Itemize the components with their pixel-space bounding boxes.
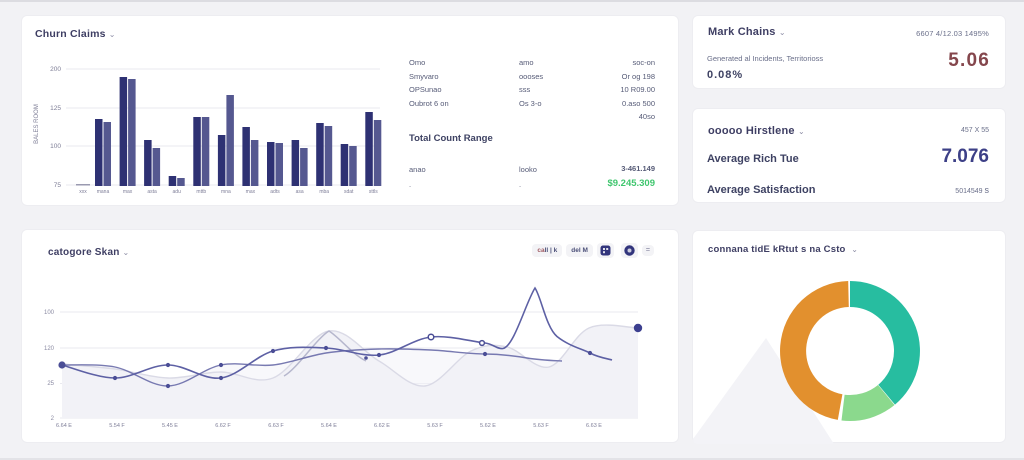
svg-text:mna: mna <box>221 189 231 195</box>
svg-text:sttls: sttls <box>369 189 378 195</box>
svg-text:100: 100 <box>44 310 55 316</box>
svg-text:5.45 E: 5.45 E <box>162 423 178 429</box>
svg-text:sdat: sdat <box>344 189 354 195</box>
svg-text:200: 200 <box>50 66 61 73</box>
svg-text:5.63 F: 5.63 F <box>533 423 549 429</box>
svg-text:2: 2 <box>51 416 55 422</box>
svg-text:125: 125 <box>50 105 61 112</box>
svg-text:6.62 F: 6.62 F <box>215 423 231 429</box>
svg-text:adts: adts <box>270 189 280 195</box>
svg-text:100: 100 <box>50 143 61 150</box>
svg-text:5.62 E: 5.62 E <box>480 423 496 429</box>
svg-text:max: max <box>123 189 133 195</box>
svg-text:xxx: xxx <box>79 189 87 195</box>
svg-text:mana: mana <box>97 189 110 195</box>
svg-text:6.62 E: 6.62 E <box>374 423 390 429</box>
svg-text:6.64 E: 6.64 E <box>56 423 72 429</box>
svg-text:max: max <box>246 189 256 195</box>
svg-text:asta: asta <box>147 189 157 195</box>
svg-text:mttb: mttb <box>196 189 206 195</box>
svg-text:6.63 E: 6.63 E <box>586 423 602 429</box>
svg-text:BALES ROOM: BALES ROOM <box>34 104 40 144</box>
svg-text:5.64 E: 5.64 E <box>321 423 337 429</box>
svg-text:5.63 F: 5.63 F <box>427 423 443 429</box>
svg-text:75: 75 <box>54 182 62 189</box>
svg-text:120: 120 <box>44 346 55 352</box>
svg-text:6.63 F: 6.63 F <box>268 423 284 429</box>
svg-text:5.54 F: 5.54 F <box>109 423 125 429</box>
svg-text:25: 25 <box>47 381 54 387</box>
svg-text:mba: mba <box>319 189 329 195</box>
svg-text:adu: adu <box>173 189 182 195</box>
svg-text:asa: asa <box>296 189 304 195</box>
